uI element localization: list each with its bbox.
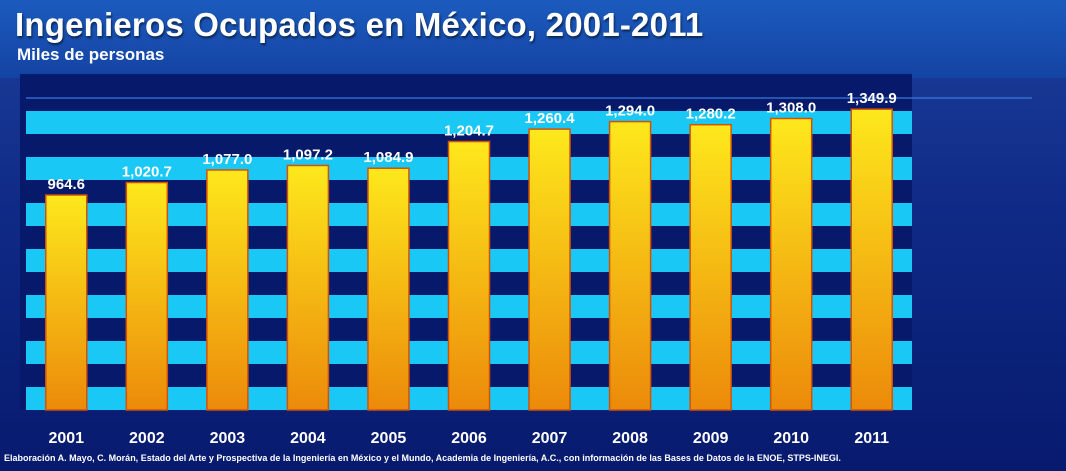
bar: [608, 120, 652, 411]
data-label: 1,077.0: [202, 151, 252, 168]
x-tick-label: 2010: [773, 430, 809, 447]
bar: [528, 128, 571, 411]
bar: [125, 181, 169, 411]
bar-series: [45, 108, 893, 411]
data-label: 1,349.9: [847, 90, 897, 107]
x-tick-label: 2001: [48, 430, 84, 447]
data-label: 1,260.4: [525, 110, 576, 127]
bar: [689, 123, 732, 411]
bar: [850, 108, 893, 411]
x-tick-label: 2006: [451, 430, 487, 447]
data-label: 1,280.2: [686, 106, 736, 123]
x-tick-label: 2011: [854, 430, 889, 447]
bar: [447, 140, 491, 411]
header-bar: [0, 0, 1066, 78]
data-label: 1,020.7: [122, 164, 172, 181]
bar: [45, 194, 88, 411]
bar: [286, 164, 330, 411]
x-tick-label: 2007: [532, 430, 568, 447]
x-tick-label: 2003: [210, 430, 246, 447]
x-tick-label: 2004: [290, 430, 326, 447]
data-label: 1,097.2: [283, 146, 333, 163]
data-label: 1,204.7: [444, 123, 494, 140]
x-tick-label: 2008: [612, 430, 648, 447]
chart-subtitle: Miles de personas: [17, 45, 165, 64]
x-tick-label: 2002: [129, 430, 165, 447]
chart-title: Ingenieros Ocupados en México, 2001-2011: [15, 6, 704, 43]
data-label: 1,294.0: [605, 103, 655, 120]
x-axis-labels: 2001 2002 2003 2004 2005 2006 2007 2008 2009 2010…: [48, 430, 889, 447]
bar: [206, 169, 249, 411]
source-note: Elaboración A. Mayo, C. Morán, Estado de…: [4, 453, 841, 463]
x-tick-label: 2009: [693, 430, 729, 447]
data-label: 1,308.0: [766, 100, 816, 117]
bar: [367, 167, 410, 411]
bar: [769, 117, 813, 411]
data-label: 1,084.9: [363, 149, 413, 166]
data-labels: 964.6 1,020.7 1,077.0 1,097.2 1,084.9 1,204.7…: [47, 90, 896, 193]
x-tick-label: 2005: [371, 430, 407, 447]
data-label: 964.6: [47, 176, 85, 193]
